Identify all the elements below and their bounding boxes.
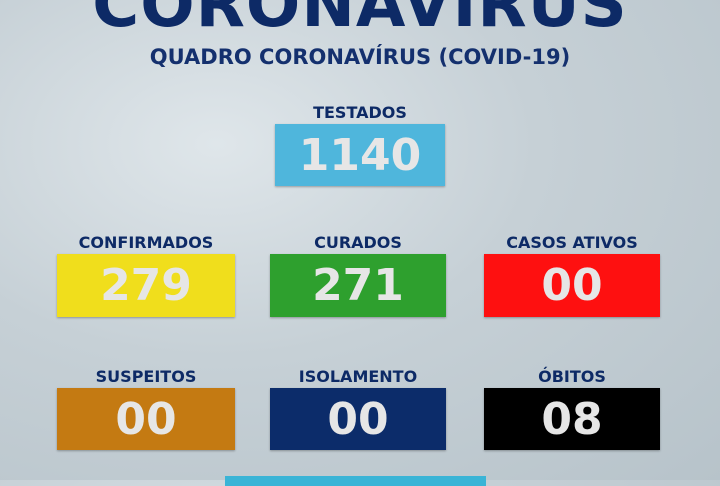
box-obitos: 08 — [484, 388, 660, 450]
label-obitos: ÓBITOS — [538, 367, 606, 386]
bottom-bar — [225, 476, 486, 486]
box-suspeitos: 00 — [57, 388, 235, 450]
box-testados: 1140 — [275, 124, 445, 186]
box-curados: 271 — [270, 254, 446, 317]
subtitle: QUADRO CORONAVÍRUS (COVID-19) — [149, 45, 571, 69]
box-isolamento: 00 — [270, 388, 446, 450]
main-title: CORONAVIRUS — [92, 0, 628, 42]
box-casos-ativos: 00 — [484, 254, 660, 317]
label-suspeitos: SUSPEITOS — [95, 367, 197, 386]
label-testados: TESTADOS — [313, 103, 407, 122]
box-confirmados: 279 — [57, 254, 235, 317]
label-casos-ativos: CASOS ATIVOS — [506, 233, 638, 252]
label-confirmados: CONFIRMADOS — [78, 233, 214, 252]
label-isolamento: ISOLAMENTO — [298, 367, 418, 386]
label-curados: CURADOS — [314, 233, 402, 252]
